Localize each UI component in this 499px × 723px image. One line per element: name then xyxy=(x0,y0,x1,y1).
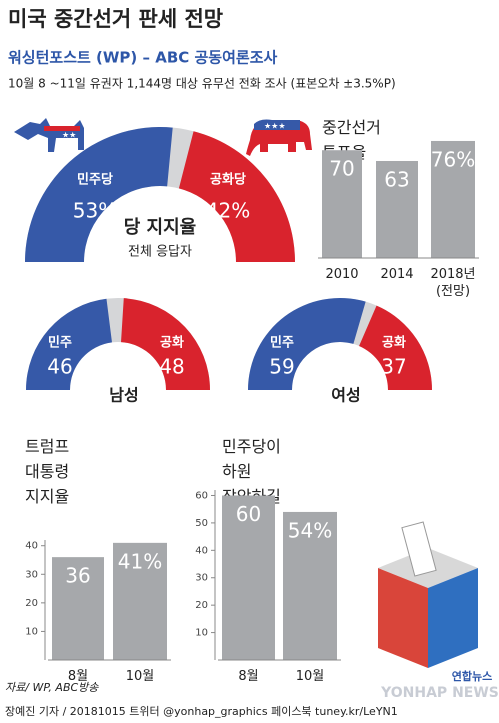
bar xyxy=(431,140,475,258)
x-tick-label: 8월 xyxy=(68,669,88,684)
x-tick-label: 2010 xyxy=(325,267,358,282)
bar xyxy=(322,150,362,258)
bar xyxy=(52,557,104,660)
ballot-box xyxy=(378,521,478,668)
value-label: 60 xyxy=(236,502,261,526)
value-label: 42% xyxy=(206,199,250,223)
y-tick-label: 20 xyxy=(195,600,208,611)
value-label: 54% xyxy=(288,518,332,542)
value-label: 70 xyxy=(329,157,354,181)
donut-title: 남성 xyxy=(109,386,138,405)
svg-text:★★★: ★★★ xyxy=(264,122,286,131)
donkey-icon: ★★ xyxy=(14,118,84,152)
chart-title: 트럼프 대통령 지지율 xyxy=(25,437,69,506)
value-label: 36 xyxy=(65,564,90,588)
donut-segment xyxy=(25,127,173,262)
bar xyxy=(376,160,418,258)
value-label: 76% xyxy=(431,147,475,171)
logo-en: YONHAP NEWS xyxy=(380,685,499,701)
value-label: 37 xyxy=(381,355,406,379)
bar xyxy=(283,511,337,660)
x-tick-label: 2014 xyxy=(380,267,413,282)
y-tick-label: 60 xyxy=(195,490,208,501)
value-label: 48 xyxy=(159,355,184,379)
credit: 장예진 기자 / 20181015 트위터 @yonhap_graphics 페… xyxy=(5,705,398,718)
y-tick-label: 40 xyxy=(25,541,38,552)
bar xyxy=(222,495,275,660)
y-tick-label: 40 xyxy=(195,545,208,556)
x-tick-label: 2018년 (전망) xyxy=(430,267,475,299)
bar xyxy=(113,542,167,660)
segment-label: 민주당 xyxy=(77,172,113,188)
y-tick-label: 30 xyxy=(195,573,208,584)
value-label: 63 xyxy=(384,167,409,191)
donut-segment xyxy=(248,298,366,390)
donut-title: 여성 xyxy=(331,386,360,405)
logo: 연합뉴스 xyxy=(452,669,492,683)
x-tick-label: 10월 xyxy=(296,669,325,684)
y-tick-label: 10 xyxy=(195,628,208,639)
x-tick-label: 10월 xyxy=(126,669,155,684)
y-tick-label: 10 xyxy=(25,626,38,637)
segment-label: 공화당 xyxy=(210,172,246,188)
value-label: 59 xyxy=(269,355,294,379)
source: 자료/ WP, ABC방송 xyxy=(5,681,99,694)
svg-text:★★: ★★ xyxy=(62,131,76,140)
donut-segment xyxy=(26,298,112,390)
donut-subtitle: 전체 응답자 xyxy=(128,245,192,260)
y-tick-label: 30 xyxy=(25,569,38,580)
footer-band xyxy=(0,703,499,723)
donut-segment xyxy=(359,305,432,390)
title: 미국 중간선거 판세 전망 xyxy=(8,7,223,31)
note: 10월 8 ~11일 유권자 1,144명 대상 유무선 전화 조사 (표본오차… xyxy=(8,77,396,91)
value-label: 53% xyxy=(73,199,117,223)
segment-label: 공화 xyxy=(160,335,184,351)
donut-segment xyxy=(121,298,210,390)
segment-label: 공화 xyxy=(382,335,406,351)
segment-label: 민주 xyxy=(270,335,294,351)
donut-segment xyxy=(178,131,295,262)
elephant-icon: ★★★ xyxy=(246,119,312,156)
segment-label: 민주 xyxy=(48,335,72,351)
value-label: 46 xyxy=(47,355,72,379)
value-label: 41% xyxy=(118,549,162,573)
donut-title: 당 지지율 xyxy=(124,217,197,238)
y-tick-label: 20 xyxy=(25,598,38,609)
subtitle: 워싱턴포스트 (WP) – ABC 공동여론조사 xyxy=(8,49,277,67)
x-tick-label: 8월 xyxy=(238,669,258,684)
y-tick-label: 50 xyxy=(195,518,208,529)
